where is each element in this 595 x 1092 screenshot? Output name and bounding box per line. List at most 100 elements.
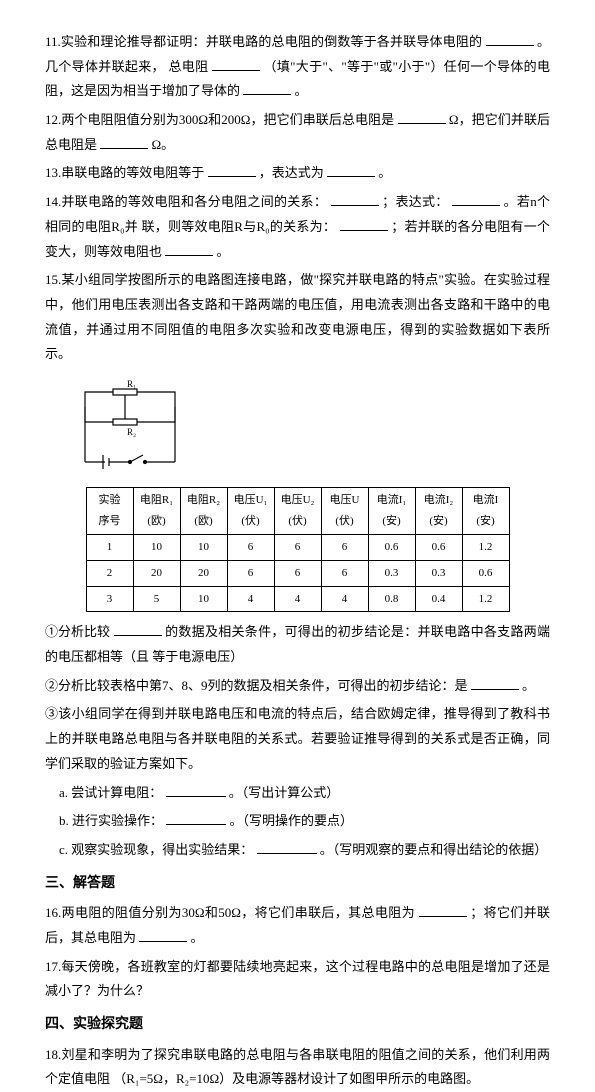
blank	[243, 80, 291, 95]
q16-text-c: 。	[191, 930, 204, 945]
table-cell: 6	[274, 534, 321, 560]
svg-text:R₁: R₁	[127, 379, 136, 389]
q15-c3-text: ③该小组同学在得到并联电路电压和电流的特点后，结合欧姆定律，推导得到了教科书上的…	[45, 702, 550, 776]
q15-b-b: 。（写明操作的要点）	[230, 813, 354, 828]
table-cell: 5	[133, 586, 180, 612]
q15-c2: ②分析比较表格中第7、8、9列的数据及相关条件，可得出的初步结论：是 。	[45, 674, 550, 699]
q15-c1-a: ①分析比较	[45, 620, 110, 645]
table-cell: 6	[321, 534, 368, 560]
question-12: 12.两个电阻阻值分别为300Ω和200Ω，把它们串联后总电阻是 Ω，把它们并联…	[45, 108, 550, 157]
q15-c3: ③该小组同学在得到并联电路电压和电流的特点后，结合欧姆定律，推导得到了教科书上的…	[45, 702, 550, 776]
table-header-cell: 电流I₂(安)	[415, 487, 462, 534]
table-cell: 6	[321, 560, 368, 586]
data-table: 实验序号电阻R₁(欧)电阻R₂(欧)电压U₁(伏)电压U₂(伏)电压U(伏)电流…	[86, 487, 510, 612]
blank	[340, 216, 388, 231]
table-cell: 0.4	[415, 586, 462, 612]
table-row: 35104440.80.41.2	[86, 586, 509, 612]
table-cell: 6	[227, 534, 274, 560]
question-17: 17.每天傍晚，各班教室的灯都要陆续地亮起来，这个过程电路中的总电阻是增加了还是…	[45, 955, 550, 1004]
table-cell: 0.3	[368, 560, 415, 586]
table-cell: 10	[180, 586, 227, 612]
q12-text-a: 12.两个电阻阻值分别为300Ω和200Ω，把它们串联后总电阻是	[45, 112, 394, 127]
table-cell: 4	[321, 586, 368, 612]
table-cell: 10	[180, 534, 227, 560]
blank	[114, 621, 162, 636]
q14-text-f: 。	[217, 244, 230, 259]
table-header-row: 实验序号电阻R₁(欧)电阻R₂(欧)电压U₁(伏)电压U₂(伏)电压U(伏)电流…	[86, 487, 509, 534]
blank	[139, 927, 187, 942]
table-cell: 20	[180, 560, 227, 586]
q13-text-b: ，表达式为	[259, 165, 324, 180]
table-cell: 0.6	[368, 534, 415, 560]
table-header-cell: 电阻R₁(欧)	[133, 487, 180, 534]
q15-c2-a: ②分析比较表格中第7、8、9列的数据及相关条件，可得出的初步结论：是	[45, 674, 468, 699]
table-cell: 6	[274, 560, 321, 586]
table-row: 220206660.30.30.6	[86, 560, 509, 586]
q12-text-c: Ω。	[152, 137, 175, 152]
section-4-title: 四、实验探究题	[45, 1012, 550, 1039]
blank	[398, 109, 446, 124]
q15-b-a: b. 进行实验操作：	[59, 813, 163, 828]
table-row: 110106660.60.61.2	[86, 534, 509, 560]
question-16: 16.两电阻的阻值分别为30Ω和50Ω，将它们串联后，其总电阻为 ；将它们并联后…	[45, 901, 550, 950]
q15-c2-b: 。	[522, 678, 535, 693]
q14-text-b: ；表达式：	[382, 194, 448, 209]
table-body: 110106660.60.61.2220206660.30.30.6351044…	[86, 534, 509, 612]
q18-text-b: （R₁=5Ω，R₂=10Ω）及电源等器材设计了如图甲所示的电路图。	[113, 1071, 479, 1086]
table-cell: 1.2	[462, 586, 509, 612]
question-15-intro: 15.某小组同学按图所示的电路图连接电路，做"探究并联电路的特点"实验。在实验过…	[45, 268, 550, 367]
table-cell: 0.8	[368, 586, 415, 612]
blank	[208, 162, 256, 177]
section-3-title: 三、解答题	[45, 871, 550, 898]
q11-text-a: 11.实验和理论推导都证明：并联电路的总电阻的倒数等于各并联导体电阻的	[45, 34, 482, 49]
table-header-cell: 电流I(安)	[462, 487, 509, 534]
table-header-cell: 电压U₂(伏)	[274, 487, 321, 534]
svg-text:R₂: R₂	[127, 427, 136, 437]
blank	[166, 810, 226, 825]
table-cell: 1.2	[462, 534, 509, 560]
q15-c1-c: 等于电源电压）	[152, 649, 243, 664]
table-header-cell: 电压U(伏)	[321, 487, 368, 534]
q11-text-c: 总电阻	[168, 59, 208, 74]
blank	[327, 162, 375, 177]
table-cell: 4	[274, 586, 321, 612]
question-18: 18.刘星和李明为了探究串联电路的总电阻与各串联电阻的阻值之间的关系，他们利用两…	[45, 1043, 550, 1092]
table-cell: 0.6	[415, 534, 462, 560]
table-cell: 0.3	[415, 560, 462, 586]
blank	[419, 902, 467, 917]
question-14: 14.并联电路的等效电阻和各分电阻之间的关系： ；表达式： 。若n个相同的电阻R…	[45, 190, 550, 264]
table-cell: 10	[133, 534, 180, 560]
table-header-cell: 电流I₁(安)	[368, 487, 415, 534]
q13-text-c: 。	[378, 165, 391, 180]
blank	[331, 191, 379, 206]
q14-text-a: 14.并联电路的等效电阻和各分电阻之间的关系：	[45, 194, 327, 209]
table-header-cell: 电压U₁(伏)	[227, 487, 274, 534]
q15-a: a. 尝试计算电阻： 。（写出计算公式）	[59, 781, 550, 806]
blank	[165, 241, 213, 256]
q17-text: 17.每天傍晚，各班教室的灯都要陆续地亮起来，这个过程电路中的总电阻是增加了还是…	[45, 959, 550, 999]
q15-a-a: a. 尝试计算电阻：	[59, 785, 162, 800]
question-11: 11.实验和理论推导都证明：并联电路的总电阻的倒数等于各并联导体电阻的 。几个导…	[45, 30, 550, 104]
q15-b: b. 进行实验操作： 。（写明操作的要点）	[59, 809, 550, 834]
q16-text-a: 16.两电阻的阻值分别为30Ω和50Ω，将它们串联后，其总电阻为	[45, 905, 415, 920]
blank	[486, 31, 534, 46]
q11-text-e: 。	[295, 83, 308, 98]
blank	[471, 675, 519, 690]
q15-intro: 15.某小组同学按图所示的电路图连接电路，做"探究并联电路的特点"实验。在实验过…	[45, 272, 550, 361]
q15-c-a: c. 观察实验现象，得出实验结果：	[59, 842, 253, 857]
table-cell: 3	[86, 586, 133, 612]
q14-text-d: 联，则等效电阻R与R₀的关系为：	[142, 219, 337, 234]
table-cell: 6	[227, 560, 274, 586]
table-header-cell: 实验序号	[86, 487, 133, 534]
blank	[100, 134, 148, 149]
question-13: 13.串联电路的等效电阻等于 ，表达式为 。	[45, 161, 550, 186]
table-cell: 4	[227, 586, 274, 612]
table-cell: 20	[133, 560, 180, 586]
table-header-cell: 电阻R₂(欧)	[180, 487, 227, 534]
page-container: 11.实验和理论推导都证明：并联电路的总电阻的倒数等于各并联导体电阻的 。几个导…	[0, 0, 595, 842]
circuit-diagram: R₁ R₂	[65, 377, 550, 477]
q15-c1: ①分析比较 的数据及相关条件，可得出的初步结论是：并联电路中各支路两端的电压都相…	[45, 620, 550, 669]
q15-a-b: 。（写出计算公式）	[229, 785, 340, 800]
blank	[452, 191, 500, 206]
blank	[212, 56, 260, 71]
